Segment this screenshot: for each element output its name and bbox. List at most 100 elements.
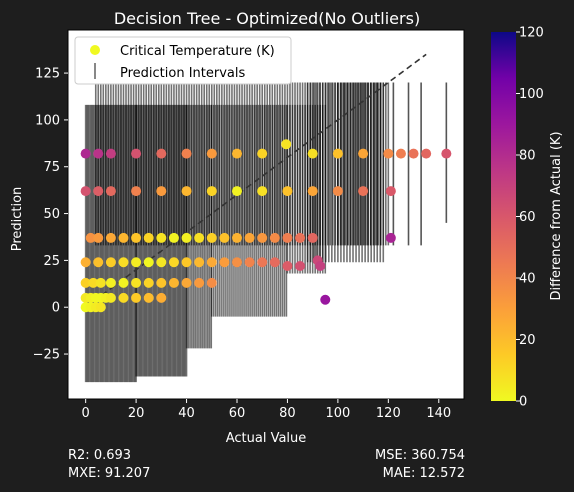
x-axis-ticks: 0 20 40 60 80 100 120 140 [82,399,451,421]
data-point [257,186,268,197]
y-tick-label: 25 [43,254,60,269]
data-point [156,257,167,268]
x-tick-label: 0 [82,406,90,421]
data-point [332,148,343,159]
x-tick-label: 100 [325,406,350,421]
stats-mse: MSE: 360.754 [375,448,465,463]
data-point [206,186,217,197]
data-point [181,186,192,197]
plot-frame [67,29,465,400]
y-tick-label: 100 [35,113,60,128]
data-point [93,257,104,268]
colorbar-tick-label: 80 [519,149,536,164]
data-point [105,148,116,159]
x-tick-label: 140 [426,406,451,421]
data-point [358,148,369,159]
data-point [282,186,293,197]
data-point [269,257,280,268]
data-point [118,257,129,268]
data-point [131,232,142,243]
data-point [168,232,179,243]
data-point [156,232,167,243]
x-tick-label: 40 [178,406,195,421]
data-point [80,186,91,197]
data-point [118,232,129,243]
data-point [315,261,326,272]
data-points [80,139,452,313]
data-point [118,277,129,288]
data-point [421,148,432,159]
data-point [320,294,331,305]
data-point [206,148,217,159]
data-point [358,186,369,197]
data-point [143,257,154,268]
data-point [131,292,142,303]
data-point [156,148,167,159]
data-point [408,148,419,159]
data-point [441,148,452,159]
data-point [206,257,217,268]
data-point [307,148,318,159]
data-point [257,257,268,268]
stats-mae: MAE: 12.572 [382,466,465,481]
data-point [93,148,104,159]
data-point [95,302,106,313]
data-point [156,277,167,288]
data-point [269,232,280,243]
x-tick-label: 20 [128,406,145,421]
data-point [168,257,179,268]
data-point [219,232,230,243]
data-point [168,277,179,288]
data-point [194,257,205,268]
legend-label-temperature: Critical Temperature (K) [120,44,275,59]
y-tick-label: −25 [33,348,60,363]
y-tick-label: 0 [52,301,60,316]
y-tick-label: 75 [43,160,60,175]
data-point [194,277,205,288]
data-point [105,186,116,197]
stats-mxe: MXE: 91.207 [68,466,151,481]
colorbar-ticks: 0 20 40 60 80 100 120 [516,26,544,410]
data-point [385,186,396,197]
x-tick-label: 120 [376,406,401,421]
data-point [156,292,167,303]
data-point [131,257,142,268]
data-point [105,232,116,243]
data-point [385,232,396,243]
colorbar-label: Difference from Actual (K) [549,131,564,300]
data-point [282,261,293,272]
legend-label-intervals: Prediction Intervals [120,66,245,81]
y-axis-ticks: −25 0 25 50 75 100 125 [33,67,68,363]
data-point [231,148,242,159]
data-point [85,232,96,243]
y-axis-label: Prediction [10,187,25,252]
data-point [93,232,104,243]
data-point [332,186,343,197]
data-point [105,257,116,268]
data-point [131,148,142,159]
data-point [244,257,255,268]
y-tick-label: 125 [35,67,60,82]
y-tick-label: 50 [43,207,60,222]
data-point [231,232,242,243]
data-point [231,257,242,268]
colorbar-tick-label: 20 [519,333,536,348]
data-point [143,232,154,243]
data-point [181,277,192,288]
chart-title: Decision Tree - Optimized(No Outliers) [114,9,420,28]
stats-r2: R2: 0.693 [68,448,132,463]
legend: Critical Temperature (K) Prediction Inte… [74,36,292,85]
data-point [257,232,268,243]
data-point [194,232,205,243]
data-point [395,148,406,159]
x-tick-label: 60 [229,406,246,421]
colorbar-tick-label: 60 [519,210,536,225]
data-point [307,232,318,243]
x-tick-label: 80 [279,406,296,421]
colorbar-tick-label: 0 [519,395,527,410]
data-point [219,257,230,268]
data-point [143,277,154,288]
data-point [118,292,129,303]
data-point [231,186,242,197]
